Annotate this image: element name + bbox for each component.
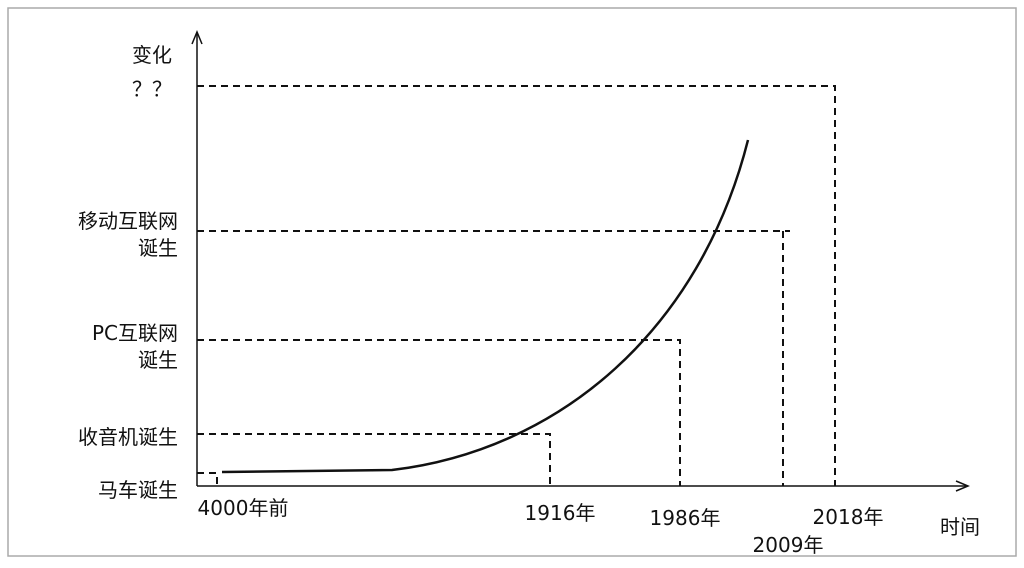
level-label: ？？ [132, 77, 172, 101]
level-label: 马车诞生 [98, 478, 178, 502]
x-point-label: 1916年 [525, 501, 596, 525]
y-arrow [191, 30, 203, 45]
x-axis-label: 时间 [940, 515, 980, 539]
guide-unknown [197, 85, 836, 486]
level-label: PC互联网 [92, 321, 178, 345]
axes [191, 30, 970, 492]
x-point-label: 1986年 [650, 506, 721, 530]
level-label: 诞生 [138, 236, 178, 260]
x-point-label: 4000年前 [198, 496, 289, 520]
level-label: 移动互联网 [78, 209, 178, 233]
guide-radio [197, 433, 551, 486]
x-point-label: 2018年 [813, 505, 884, 529]
level-label: 收音机诞生 [78, 425, 178, 449]
frame [7, 7, 1017, 557]
guide-carriage [197, 472, 218, 486]
x-point-label: 2009年 [753, 533, 824, 557]
y-axis-label: 变化 [132, 43, 172, 67]
guides [197, 85, 836, 486]
level-label: 诞生 [138, 348, 178, 372]
guide-pc [197, 339, 681, 486]
growth-curve [221, 139, 750, 474]
x-arrow [955, 480, 970, 492]
